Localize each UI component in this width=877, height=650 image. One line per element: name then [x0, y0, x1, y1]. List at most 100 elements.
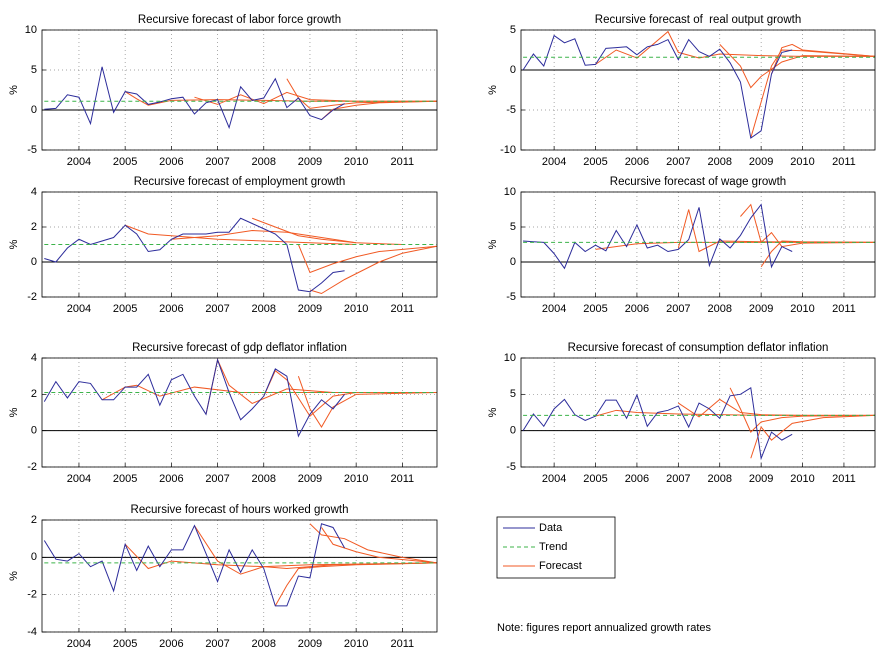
- x-tick-label: 2005: [583, 303, 607, 315]
- axes-box: [41, 357, 438, 468]
- data-line: [522, 386, 793, 461]
- x-tick-label: 2011: [832, 303, 856, 315]
- forecast-line: [750, 49, 875, 139]
- y-tick-label: -5: [27, 144, 37, 156]
- x-tick-label: 2007: [205, 303, 229, 315]
- y-tick-label: 2: [31, 388, 37, 400]
- y-tick-label: 10: [504, 352, 516, 364]
- axes-box: [41, 191, 438, 298]
- x-tick-label: 2010: [344, 638, 368, 650]
- x-tick-label: 2008: [252, 473, 276, 485]
- x-tick-label: 2009: [298, 473, 322, 485]
- x-tick-label: 2009: [298, 303, 322, 315]
- x-tick-label: 2010: [344, 156, 368, 168]
- x-tick-label: 2004: [542, 473, 566, 485]
- y-tick-label: 0: [510, 256, 516, 268]
- y-axis-label: %: [487, 239, 499, 249]
- x-tick-label: 2009: [749, 473, 773, 485]
- x-tick-label: 2008: [252, 303, 276, 315]
- x-tick-label: 2008: [707, 303, 731, 315]
- chart-title: Recursive forecast of gdp deflator infla…: [132, 342, 347, 354]
- x-tick-label: 2010: [790, 303, 814, 315]
- y-tick-label: 5: [31, 64, 37, 76]
- x-tick-label: 2011: [391, 473, 415, 485]
- x-tick-label: 2004: [67, 638, 91, 650]
- plot-area: [44, 217, 437, 295]
- axes-box: [41, 519, 438, 633]
- y-tick-label: -10: [500, 144, 516, 156]
- x-tick-label: 2005: [583, 473, 607, 485]
- plot-area: [522, 30, 875, 139]
- y-tick-label: 0: [510, 425, 516, 437]
- y-tick-label: -5: [506, 104, 516, 116]
- y-tick-label: 5: [510, 221, 516, 233]
- forecast-line: [719, 44, 875, 89]
- forecast-line: [740, 203, 875, 248]
- y-tick-label: 0: [510, 64, 516, 76]
- legend-box: [496, 516, 616, 579]
- plot-area: [44, 66, 437, 130]
- forecast-line: [677, 209, 875, 253]
- x-tick-label: 2010: [790, 473, 814, 485]
- data-line: [43, 358, 345, 438]
- x-tick-label: 2006: [159, 638, 183, 650]
- plot-area: [43, 358, 437, 438]
- y-axis-label: %: [487, 407, 499, 417]
- y-tick-label: -5: [506, 461, 516, 473]
- forecast-line: [297, 244, 437, 274]
- y-tick-label: -5: [506, 291, 516, 303]
- y-tick-label: 2: [31, 221, 37, 233]
- forecast-line: [678, 398, 875, 418]
- x-tick-label: 2007: [666, 473, 690, 485]
- x-tick-label: 2011: [391, 156, 415, 168]
- x-tick-label: 2008: [252, 156, 276, 168]
- x-tick-label: 2008: [707, 473, 731, 485]
- x-tick-label: 2011: [391, 303, 415, 315]
- y-tick-label: -4: [27, 626, 37, 638]
- y-tick-label: 4: [31, 186, 37, 198]
- y-axis-label: %: [8, 407, 20, 417]
- x-tick-label: 2004: [542, 156, 566, 168]
- note: Note: figures report annualized growth r…: [497, 622, 712, 634]
- x-tick-label: 2010: [344, 303, 368, 315]
- y-axis-label: %: [8, 571, 20, 581]
- x-tick-label: 2007: [205, 473, 229, 485]
- forecast-line: [124, 543, 437, 570]
- x-tick-label: 2006: [625, 156, 649, 168]
- x-tick-label: 2005: [113, 473, 137, 485]
- x-tick-label: 2010: [790, 156, 814, 168]
- chart-title: Recursive forecast of hours worked growt…: [131, 504, 349, 516]
- y-tick-label: 2: [31, 514, 37, 526]
- y-tick-label: 0: [31, 256, 37, 268]
- forecast-line: [252, 217, 403, 245]
- y-axis-label: %: [8, 85, 20, 95]
- forecast-line: [124, 224, 357, 245]
- legend-label: Data: [539, 522, 563, 534]
- x-tick-label: 2006: [625, 303, 649, 315]
- plot-area: [522, 386, 875, 461]
- chart-title: Recursive forecast of wage growth: [610, 176, 786, 188]
- y-tick-label: 0: [31, 425, 37, 437]
- x-tick-label: 2004: [67, 156, 91, 168]
- x-tick-label: 2011: [391, 638, 415, 650]
- x-tick-label: 2009: [749, 156, 773, 168]
- chart-title: Recursive forecast of real output growth: [595, 14, 801, 26]
- forecast-line: [274, 562, 437, 607]
- x-tick-label: 2011: [832, 156, 856, 168]
- data-line: [44, 66, 345, 130]
- axes-box: [520, 357, 876, 468]
- data-line: [44, 217, 345, 293]
- x-tick-label: 2007: [205, 156, 229, 168]
- x-tick-label: 2009: [298, 638, 322, 650]
- data-line: [522, 34, 793, 139]
- y-tick-label: -2: [27, 461, 37, 473]
- forecast-line: [595, 30, 875, 65]
- x-tick-label: 2005: [113, 303, 137, 315]
- x-tick-label: 2004: [67, 473, 91, 485]
- legend-label: Forecast: [539, 560, 582, 572]
- forecast-line: [729, 387, 875, 433]
- x-tick-label: 2006: [159, 473, 183, 485]
- y-tick-label: 10: [25, 24, 37, 36]
